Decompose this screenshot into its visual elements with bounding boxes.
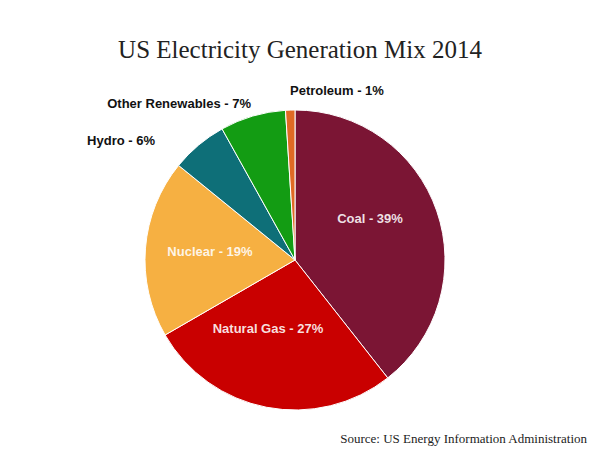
background xyxy=(0,0,600,462)
data-label: Petroleum - 1% xyxy=(290,83,384,98)
chart: US Electricity Generation Mix 2014 Coal -… xyxy=(0,0,600,462)
data-label: Nuclear - 19% xyxy=(167,244,253,259)
pie-slice xyxy=(222,110,295,260)
data-label: Coal - 39% xyxy=(337,211,403,226)
data-labels: Coal - 39% Natural Gas - 27% Nuclear - 19%… xyxy=(87,83,403,336)
pie-slices xyxy=(145,110,445,410)
source-note: Source: US Energy Information Administra… xyxy=(340,431,587,446)
data-label: Natural Gas - 27% xyxy=(213,321,324,336)
data-label: Other Renewables - 7% xyxy=(107,96,251,111)
data-label: Hydro - 6% xyxy=(87,133,155,148)
pie-slice xyxy=(285,110,295,260)
chart-title: US Electricity Generation Mix 2014 xyxy=(118,36,482,63)
